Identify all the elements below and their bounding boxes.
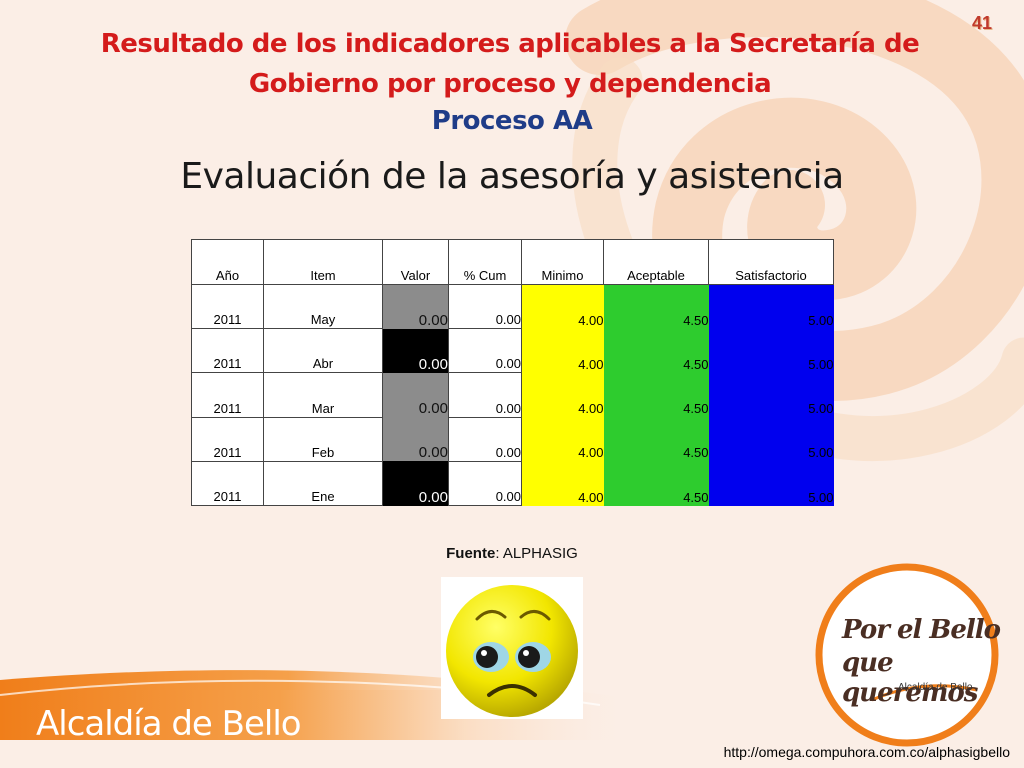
cell-item: Abr bbox=[263, 328, 383, 374]
cell-anio: 2011 bbox=[191, 460, 264, 507]
cell-satisfactorio: 5.00 bbox=[708, 328, 834, 373]
cell-aceptable: 4.50 bbox=[603, 461, 709, 506]
cell-aceptable: 4.50 bbox=[603, 328, 709, 373]
footer-brand: Alcaldía de Bello bbox=[36, 704, 302, 744]
page-number: 41 bbox=[971, 13, 992, 33]
cell-anio: 2011 bbox=[191, 284, 264, 330]
cell-minimo: 4.00 bbox=[521, 417, 604, 462]
cell-anio: 2011 bbox=[191, 372, 264, 418]
table-row: 2011 Feb 0.00 0.00 4.00 4.50 5.00 bbox=[191, 416, 834, 462]
cell-valor: 0.00 bbox=[382, 372, 449, 418]
cell-item: Ene bbox=[263, 460, 383, 507]
cell-aceptable: 4.50 bbox=[603, 284, 709, 329]
indicators-table: Año Item Valor % Cum Minimo Aceptable Sa… bbox=[191, 238, 834, 507]
cell-valor: 0.00 bbox=[382, 328, 449, 373]
logo-line1: Por el Bello bbox=[842, 615, 1001, 645]
table-row: 2011 Ene 0.00 0.00 4.00 4.50 5.00 bbox=[191, 460, 834, 507]
cell-valor: 0.00 bbox=[382, 284, 449, 329]
header-satisfactorio: Satisfactorio bbox=[708, 238, 834, 286]
logo-line2: que queremos bbox=[842, 648, 978, 708]
cell-anio: 2011 bbox=[191, 416, 264, 462]
header-minimo: Minimo bbox=[521, 238, 604, 286]
header-anio: Año bbox=[191, 238, 264, 286]
cell-minimo: 4.00 bbox=[521, 461, 604, 506]
cell-item: Mar bbox=[263, 372, 383, 418]
cell-anio: 2011 bbox=[191, 328, 264, 374]
table-row: 2011 Mar 0.00 0.00 4.00 4.50 5.00 bbox=[191, 372, 834, 418]
cell-minimo: 4.00 bbox=[521, 284, 604, 329]
cell-satisfactorio: 5.00 bbox=[708, 284, 834, 329]
cell-satisfactorio: 5.00 bbox=[708, 372, 834, 418]
source-value: : ALPHASIG bbox=[495, 545, 578, 562]
cell-satisfactorio: 5.00 bbox=[708, 461, 834, 506]
logo-caption: Alcaldía de Bello bbox=[898, 682, 973, 693]
table-header-row: Año Item Valor % Cum Minimo Aceptable Sa… bbox=[191, 238, 834, 286]
cell-item: May bbox=[263, 284, 383, 330]
header-aceptable: Aceptable bbox=[603, 238, 709, 286]
cell-cum: 0.00 bbox=[448, 328, 522, 374]
cell-cum: 0.00 bbox=[448, 416, 522, 462]
cell-valor: 0.00 bbox=[382, 461, 449, 506]
slide-title: Resultado de los indicadores aplicables … bbox=[100, 29, 920, 99]
cell-aceptable: 4.50 bbox=[603, 417, 709, 462]
table-row: 2011 Abr 0.00 0.00 4.00 4.50 5.00 bbox=[191, 328, 834, 374]
header-valor: Valor bbox=[382, 238, 449, 286]
source-note: Fuente: ALPHASIG bbox=[0, 545, 1024, 562]
cell-minimo: 4.00 bbox=[521, 372, 604, 418]
header-cum: % Cum bbox=[448, 238, 522, 286]
slide-subtitle: Proceso AA bbox=[431, 106, 593, 136]
campaign-logo: Por el Bello que queremos Alcaldía de Be… bbox=[812, 560, 1002, 750]
table-row: 2011 May 0.00 0.00 4.00 4.50 5.00 bbox=[191, 284, 834, 330]
cell-cum: 0.00 bbox=[448, 372, 522, 418]
cell-aceptable: 4.50 bbox=[603, 372, 709, 418]
source-url: http://omega.compuhora.com.co/alphasigbe… bbox=[723, 744, 1010, 760]
cell-item: Feb bbox=[263, 416, 383, 462]
cell-cum: 0.00 bbox=[448, 284, 522, 330]
section-heading: Evaluación de la asesoría y asistencia bbox=[180, 156, 844, 197]
cell-minimo: 4.00 bbox=[521, 328, 604, 373]
cell-valor: 0.00 bbox=[382, 417, 449, 462]
cell-cum: 0.00 bbox=[448, 460, 522, 507]
source-label: Fuente bbox=[446, 545, 496, 562]
sad-face-icon bbox=[441, 577, 583, 719]
header-item: Item bbox=[263, 238, 383, 286]
cell-satisfactorio: 5.00 bbox=[708, 417, 834, 462]
